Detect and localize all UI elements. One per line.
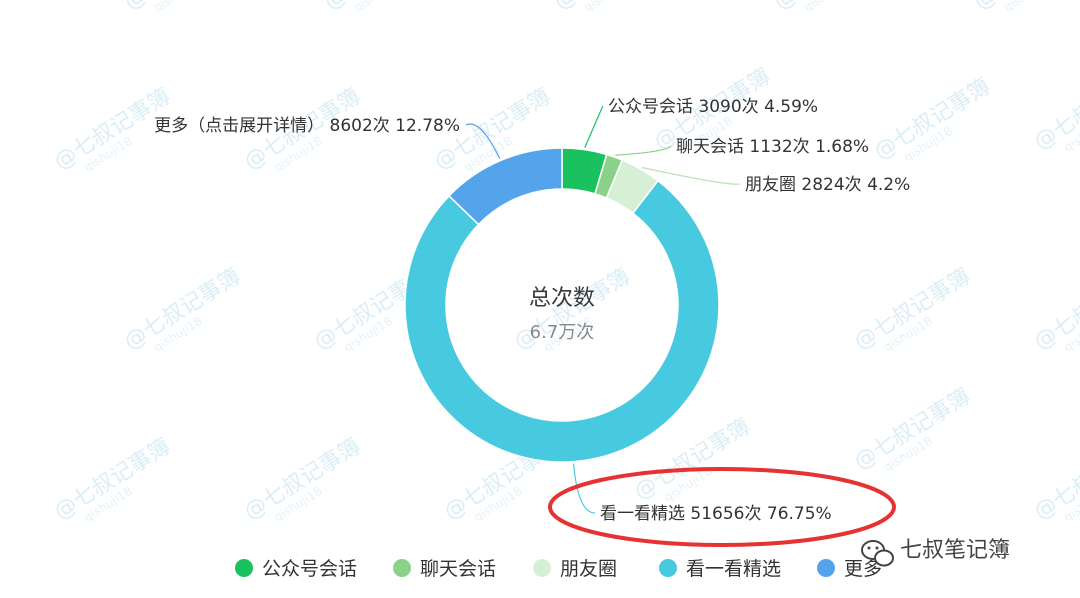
leader-line-5 [465,123,501,159]
watermark-text: @七叔记事簿 [550,0,675,15]
slice-label-percent: 1.68% [815,137,869,157]
legend-item-1[interactable]: 公众号会话 [235,558,357,580]
watermark-handle: qishuji18 [801,0,855,14]
watermark-text: @七叔记事簿 [770,0,895,15]
center-value: 6.7万次 [530,322,595,343]
slice-label-name: 公众号会话 [608,97,698,117]
watermark-text: @七叔记事簿 [850,384,975,475]
legend-label: 聊天会话 [420,558,496,580]
legend-label: 公众号会话 [262,558,357,580]
watermark-text: @七叔记事簿 [870,74,995,165]
slice-label-count: 1132次 [749,137,815,157]
watermark-text: @七叔记事簿 [850,264,975,355]
legend-label: 更多 [844,558,882,580]
watermark-text: @七叔记事簿 [120,0,245,15]
slice-label-count: 51656次 [690,504,766,524]
slice-label-count: 3090次 [698,97,764,117]
slice-label-percent: 4.59% [764,97,818,117]
slice-label-2: 聊天会话 1132次 1.68% [676,137,869,157]
center-title: 总次数 [529,286,595,311]
brand-name: 七叔笔记簿 [900,538,1010,563]
legend-label: 看一看精选 [686,558,781,580]
donut-slices [404,147,720,463]
slice-label-percent: 4.2% [867,175,910,195]
leader-line-4 [572,463,596,514]
slice-5[interactable] [447,147,563,226]
slice-4[interactable] [404,179,720,463]
watermark-handle: qishuji18 [351,0,405,14]
slice-labels: 公众号会话 3090次 4.59% 聊天会话 1132次 1.68% 朋友圈 282… [154,97,910,524]
leader-line-2 [615,145,672,156]
legend-marker [393,559,411,577]
legend-marker [659,559,677,577]
brand-badge: 七叔笔记簿 [861,538,1010,567]
leader-line-3 [641,166,741,185]
slice-label-5: 更多（点击展开详情） 8602次 12.78% [154,116,460,136]
legend-label: 朋友圈 [560,558,617,580]
slice-label-1: 公众号会话 3090次 4.59% [608,97,818,117]
slice-label-percent: 76.75% [767,504,832,524]
slice-label-name: 朋友圈 [745,175,801,195]
slice-label-name: 看一看精选 [600,504,690,524]
watermark-text: @七叔记事簿 [240,434,365,525]
legend-item-2[interactable]: 聊天会话 [393,558,496,580]
watermark-handle: qishuji18 [581,0,635,14]
watermark-text: @七叔记事簿 [50,434,175,525]
leader-line-1 [584,105,604,148]
slice-label-count: 2824次 [801,175,867,195]
slice-label-4: 看一看精选 51656次 76.75% [600,504,832,524]
slice-label-name: 聊天会话 [676,137,749,157]
highlight-ellipse [548,467,896,547]
wechat-icon [861,540,894,567]
legend-item-3[interactable]: 朋友圈 [533,558,617,580]
legend: 公众号会话 聊天会话 朋友圈 看一看精选 更多 [235,558,882,580]
slice-label-count: 8602次 [330,116,396,136]
legend-item-4[interactable]: 看一看精选 [659,558,781,580]
slice-label-3: 朋友圈 2824次 4.2% [745,175,910,195]
slice-label-percent: 12.78% [395,116,460,136]
watermark-text: @七叔记事簿 [320,0,445,15]
legend-item-5[interactable]: 更多 [817,558,882,580]
watermark-handle: qishuji18 [151,0,205,14]
legend-marker [235,559,253,577]
watermark-handle: qishuji18 [1001,0,1055,14]
label-leader-lines [465,105,741,514]
watermark-text: @七叔记事簿 [120,264,245,355]
legend-marker [817,559,835,577]
slice-label-name: 更多（点击展开详情） [154,116,329,136]
legend-marker [533,559,551,577]
